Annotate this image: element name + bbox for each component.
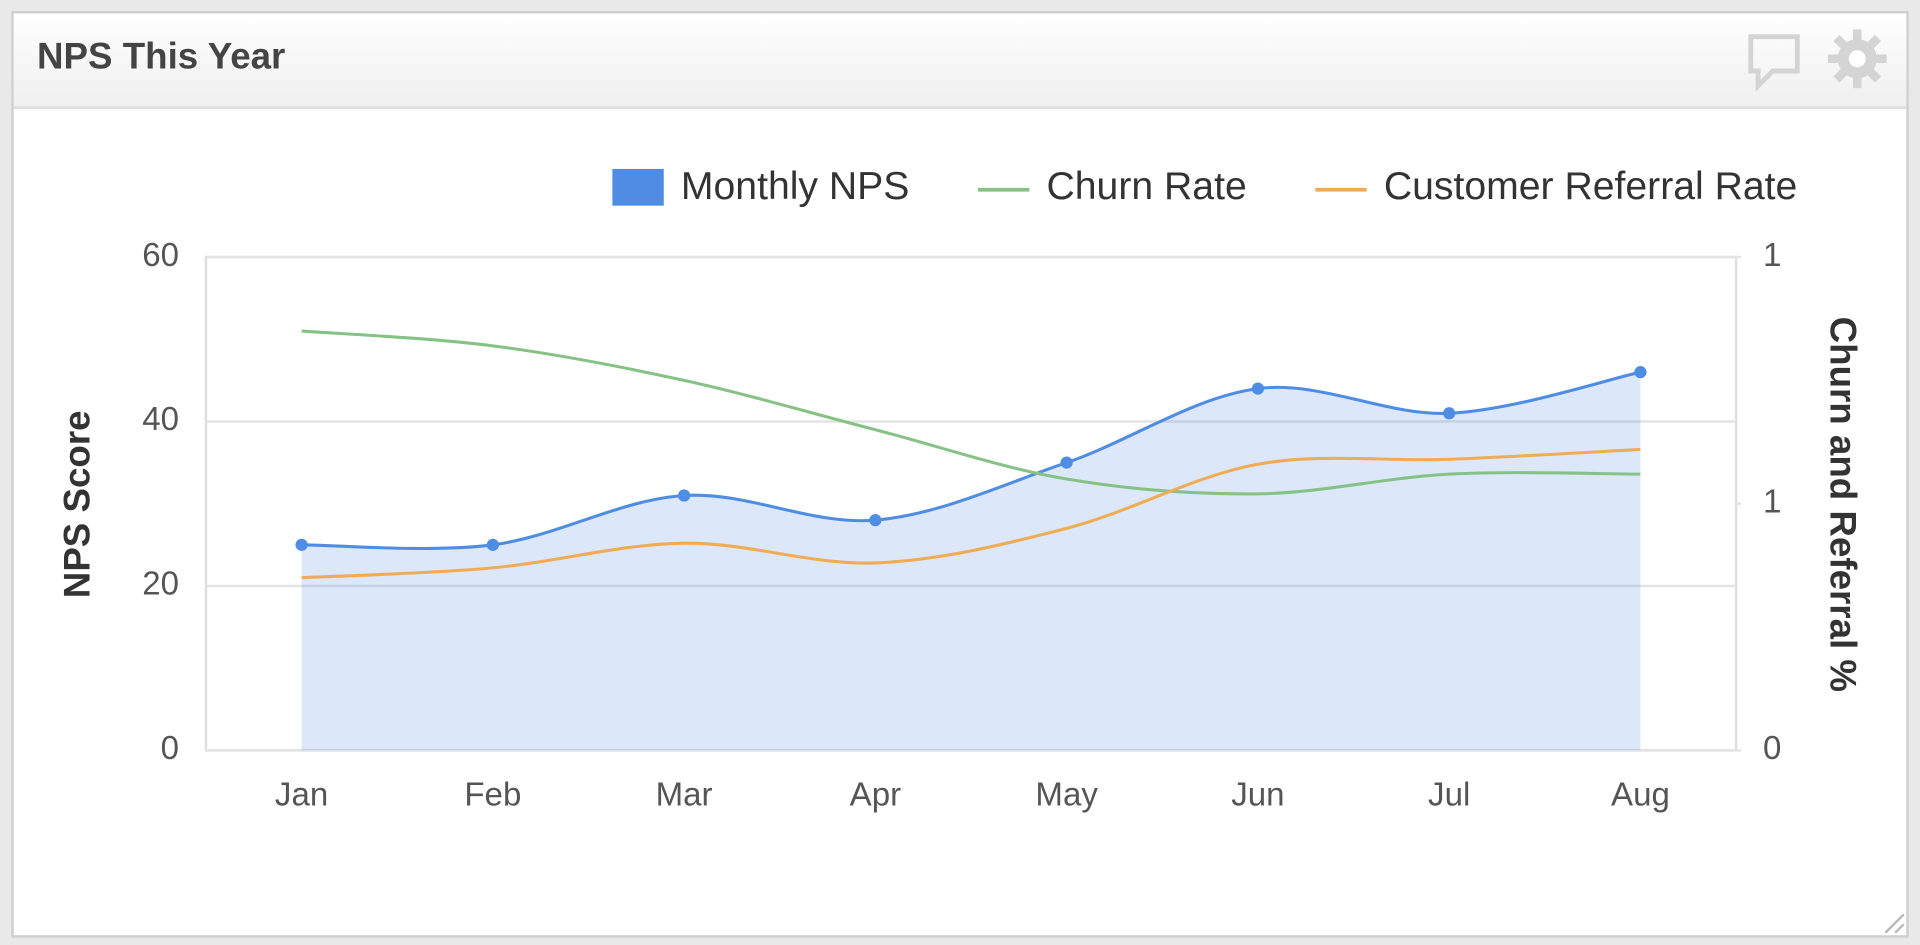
point <box>1443 407 1456 420</box>
widget-title: NPS This Year <box>37 35 285 76</box>
x-tick-label: Feb <box>464 777 521 814</box>
comment-icon[interactable] <box>1748 34 1800 92</box>
x-tick-label: Jan <box>275 777 328 814</box>
y2-tick-label: 0 <box>1763 730 1781 767</box>
x-tick-label: Mar <box>656 777 713 814</box>
settings-icon[interactable] <box>1827 29 1887 89</box>
line <box>301 447 1641 580</box>
line <box>301 329 1641 496</box>
y-tick-label: 20 <box>142 566 179 603</box>
y-tick-label: 0 <box>161 730 179 767</box>
legend-label: Monthly NPS <box>681 165 910 208</box>
y-axis-title: NPS Score <box>57 410 98 598</box>
area <box>301 372 1641 751</box>
legend-item: Monthly NPS <box>612 165 909 208</box>
legend-label: Churn Rate <box>1047 165 1247 208</box>
point <box>1251 382 1265 395</box>
point <box>677 489 691 502</box>
resize-handle[interactable] <box>1884 913 1905 934</box>
x-tick-label: Aug <box>1611 777 1670 814</box>
legend-item: Customer Referral Rate <box>1315 165 1797 208</box>
legend-item: Churn Rate <box>977 165 1247 208</box>
legend: Monthly NPS Churn Rate Customer Referral R… <box>612 165 1797 208</box>
y2-axis-title: Churn and Referral % <box>1822 317 1863 692</box>
line <box>301 370 1641 550</box>
widget-header <box>13 13 1907 108</box>
point <box>1060 456 1073 469</box>
y2-tick-label: 1 <box>1763 483 1781 520</box>
point <box>1634 366 1647 379</box>
x-tick-label: Jul <box>1428 777 1470 814</box>
x-tick-label: May <box>1035 777 1098 814</box>
y2-tick-label: 1 <box>1763 237 1781 274</box>
legend-swatch <box>612 168 664 206</box>
point <box>295 538 308 551</box>
x-tick-label: Jun <box>1231 777 1284 814</box>
point <box>486 538 499 551</box>
x-tick-label: Apr <box>850 777 901 814</box>
legend-label: Customer Referral Rate <box>1384 165 1797 208</box>
y-tick-label: 40 <box>142 401 179 438</box>
y-tick-label: 60 <box>142 237 179 274</box>
point <box>869 514 882 527</box>
